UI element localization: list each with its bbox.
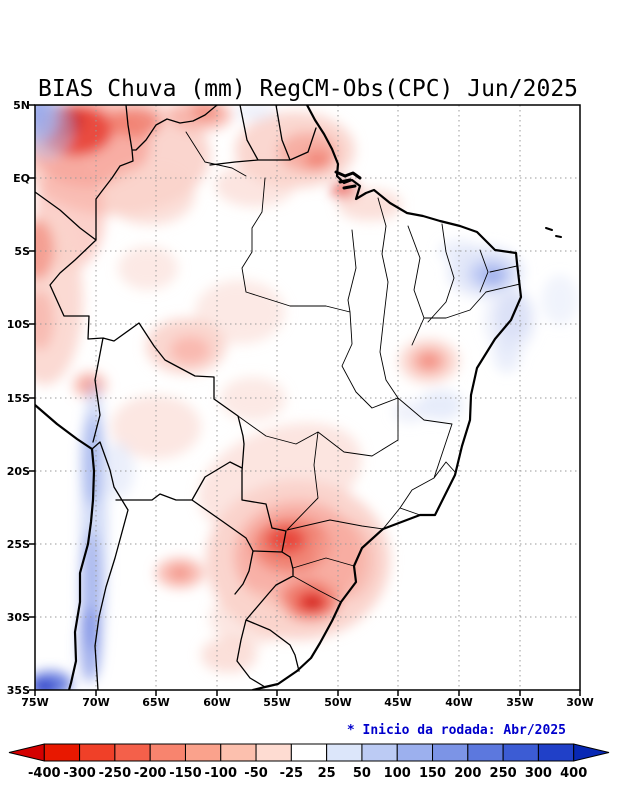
colorbar-label: -50 — [244, 766, 268, 781]
amazon-mouth-islands — [334, 170, 362, 190]
lat-tick-label: 5S — [14, 245, 30, 258]
colorbar-segment — [290, 743, 328, 762]
lon-tick-label: 65W — [142, 696, 169, 709]
colorbar-label: 200 — [454, 766, 481, 781]
colorbar-label: 400 — [560, 766, 587, 781]
colorbar-label: 150 — [419, 766, 446, 781]
lon-tick-label: 60W — [203, 696, 230, 709]
colorbar-segment — [255, 743, 292, 762]
colorbar-segment — [149, 743, 186, 762]
lat-tick-label: 30S — [7, 611, 30, 624]
colorbar-label: -100 — [204, 766, 237, 781]
state-borders — [185, 131, 521, 603]
figure-title: BIAS Chuva (mm) RegCM-Obs(CPC) Jun/2025 — [38, 76, 578, 102]
colorbar-label: -400 — [28, 766, 61, 781]
lat-tick-label: 5N — [13, 99, 30, 112]
lat-tick-label: 25S — [7, 538, 30, 551]
colorbar-label: 300 — [525, 766, 552, 781]
lon-tick-label: 35W — [506, 696, 533, 709]
colorbar-segment — [573, 743, 610, 762]
colorbar-label: -150 — [169, 766, 202, 781]
pacific-coastline — [35, 403, 96, 690]
country-borders — [35, 105, 317, 690]
lon-tick-label: 45W — [384, 696, 411, 709]
colorbar-label: -200 — [134, 766, 167, 781]
colorbar-segment — [396, 743, 434, 762]
lon-tick-label: 70W — [82, 696, 109, 709]
lat-tick-label: EQ — [13, 172, 30, 185]
lat-tick-label: 35S — [7, 684, 30, 697]
colorbar-label: 25 — [318, 766, 336, 781]
colorbar-label: -250 — [99, 766, 132, 781]
colorbar-segment — [220, 743, 257, 762]
colorbar-segment — [432, 743, 469, 762]
colorbar-label: 50 — [353, 766, 371, 781]
colorbar-segment — [79, 743, 116, 762]
lat-tick-label: 10S — [7, 318, 30, 331]
colorbar-labels: -400 -300 -250 -200 -150 -100 -50 -25 25 50 100 150… — [28, 766, 587, 781]
lon-tick-label: 40W — [445, 696, 472, 709]
lon-tick-label: 55W — [263, 696, 290, 709]
lat-tick-label: 20S — [7, 465, 30, 478]
colorbar-segment — [537, 743, 575, 762]
colorbar-segment — [326, 743, 363, 762]
axis-ticks — [29, 104, 581, 696]
colorbar-label: 100 — [384, 766, 411, 781]
offshore-islands — [545, 227, 562, 238]
bias-shading — [35, 105, 578, 690]
lat-tick-label: 15S — [7, 392, 30, 405]
colorbar — [8, 743, 610, 762]
run-start-note: * Inicio da rodada: Abr/2025 — [347, 723, 566, 738]
lon-tick-label: 50W — [324, 696, 351, 709]
colorbar-label: -25 — [280, 766, 304, 781]
colorbar-segment — [43, 743, 81, 762]
colorbar-label: 250 — [490, 766, 517, 781]
colorbar-segment — [502, 743, 539, 762]
lon-tick-label: 75W — [21, 696, 48, 709]
colorbar-segment — [114, 743, 151, 762]
colorbar-segment — [184, 743, 222, 762]
lon-tick-label: 30W — [566, 696, 593, 709]
colorbar-label: -300 — [63, 766, 96, 781]
colorbar-segment — [361, 743, 398, 762]
colorbar-segment — [467, 743, 504, 762]
